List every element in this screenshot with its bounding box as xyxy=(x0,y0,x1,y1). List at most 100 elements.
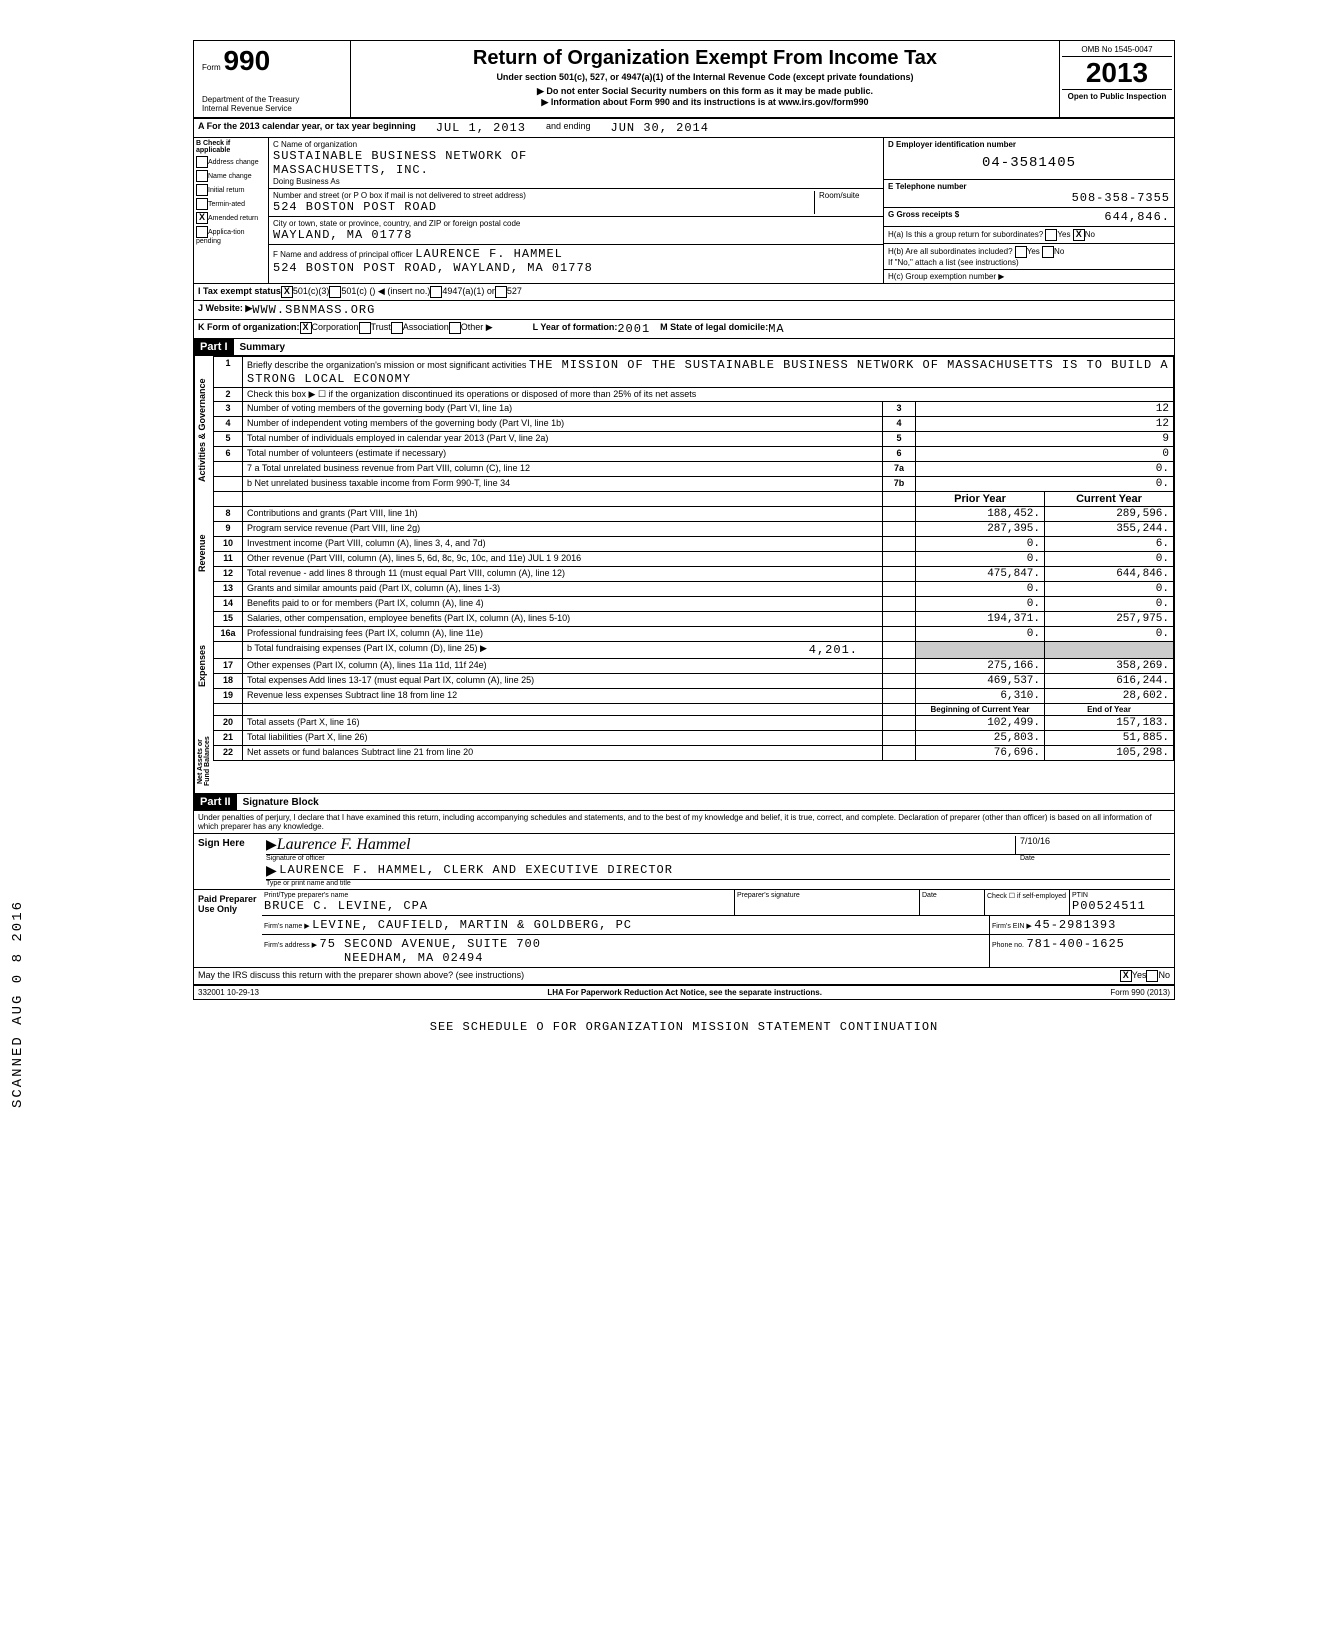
cb-501c3[interactable]: X xyxy=(281,286,293,298)
lha: LHA For Paperwork Reduction Act Notice, … xyxy=(547,988,822,997)
officer-addr: 524 BOSTON POST ROAD, WAYLAND, MA 01778 xyxy=(273,261,593,275)
period-mid: and ending xyxy=(546,121,591,135)
part1-label: Part I xyxy=(194,339,234,355)
summary-row: 12Total revenue - add lines 8 through 11… xyxy=(214,567,1174,582)
check-5[interactable] xyxy=(196,226,208,238)
l-year: 2001 xyxy=(617,322,650,336)
part2-label: Part II xyxy=(194,794,237,810)
cb-4947[interactable] xyxy=(430,286,442,298)
summary-row: 8Contributions and grants (Part VIII, li… xyxy=(214,507,1174,522)
check-1[interactable] xyxy=(196,170,208,182)
sig-date-label: Date xyxy=(1020,855,1170,862)
sig-date-val: 7/10/16 xyxy=(1015,836,1170,854)
c-label: C Name of organization xyxy=(273,140,879,149)
note1: ▶ Do not enter Social Security numbers o… xyxy=(355,86,1055,97)
sig-officer-label: Signature of officer xyxy=(266,855,1020,862)
form-number-block: Form 990 Department of the Treasury Inte… xyxy=(194,41,351,117)
cb-501c[interactable] xyxy=(329,286,341,298)
h-note: If "No," attach a list (see instructions… xyxy=(888,258,1170,267)
penalty: Under penalties of perjury, I declare th… xyxy=(194,811,1174,834)
cb-527[interactable] xyxy=(495,286,507,298)
summary-row: 18Total expenses Add lines 13-17 (must e… xyxy=(214,674,1174,689)
discuss-yes[interactable]: X xyxy=(1120,970,1132,982)
summary-row: 11Other revenue (Part VIII, column (A), … xyxy=(214,552,1174,567)
period-end: JUN 30, 2014 xyxy=(611,121,709,135)
hb-yes[interactable] xyxy=(1015,246,1027,258)
cb-other[interactable] xyxy=(449,322,461,334)
check-0[interactable] xyxy=(196,156,208,168)
firm-addr2: NEEDHAM, MA 02494 xyxy=(344,951,483,965)
j-label: J Website: ▶ xyxy=(198,303,252,317)
identity-block: B Check if applicable Address changeName… xyxy=(194,138,1174,284)
summary-block: Activities & Governance Revenue Expenses… xyxy=(194,356,1174,794)
summary-row: 13Grants and similar amounts paid (Part … xyxy=(214,582,1174,597)
firm-ein: 45-2981393 xyxy=(1034,918,1116,932)
firm-phone: 781-400-1625 xyxy=(1026,937,1124,951)
form-foot: Form 990 (2013) xyxy=(1110,988,1170,997)
summary-row: 15Salaries, other compensation, employee… xyxy=(214,612,1174,627)
m-label: M State of legal domicile: xyxy=(660,322,768,336)
firm: LEVINE, CAUFIELD, MARTIN & GOLDBERG, PC xyxy=(312,918,632,932)
discuss-label: May the IRS discuss this return with the… xyxy=(198,970,1120,982)
phone: 508-358-7355 xyxy=(888,191,1170,205)
signature: Laurence F. Hammel xyxy=(277,836,1015,854)
ha-label: H(a) Is this a group return for subordin… xyxy=(888,230,1043,239)
see-schedule: SEE SCHEDULE O FOR ORGANIZATION MISSION … xyxy=(194,1020,1174,1034)
hb-no[interactable] xyxy=(1042,246,1054,258)
check-col: B Check if applicable Address changeName… xyxy=(194,138,269,283)
cb-corp[interactable]: X xyxy=(300,322,312,334)
note2: ▶ Information about Form 990 and its ins… xyxy=(355,97,1055,108)
summary-row: 9Program service revenue (Part VIII, lin… xyxy=(214,522,1174,537)
city-label: City or town, state or province, country… xyxy=(273,219,879,228)
sign-here: Sign Here xyxy=(194,834,262,889)
discuss-no[interactable] xyxy=(1146,970,1158,982)
summary-row: 10Investment income (Part VIII, column (… xyxy=(214,537,1174,552)
year-block: OMB No 1545-0047 2013 Open to Public Ins… xyxy=(1059,41,1174,117)
ha-no[interactable]: X xyxy=(1073,229,1085,241)
period-label: A For the 2013 calendar year, or tax yea… xyxy=(198,121,416,135)
summary-row: b Total fundraising expenses (Part IX, c… xyxy=(214,642,1174,659)
vert-net: Net Assets or Fund Balances xyxy=(194,730,213,793)
form-org-row: K Form of organization: X Corporation Tr… xyxy=(194,320,1174,339)
scan-stamp: SCANNED AUG 0 8 2016 xyxy=(10,900,26,1108)
addr: 524 BOSTON POST ROAD xyxy=(273,200,814,214)
check-3[interactable] xyxy=(196,198,208,210)
firm-addr: 75 SECOND AVENUE, SUITE 700 xyxy=(320,937,541,951)
org-name: SUSTAINABLE BUSINESS NETWORK OF xyxy=(273,149,879,163)
summary-row: 14Benefits paid to or for members (Part … xyxy=(214,597,1174,612)
i-label: I Tax exempt status xyxy=(198,286,281,298)
summary-table: 1Briefly describe the organization's mis… xyxy=(213,356,1174,761)
footer: 332001 10-29-13 LHA For Paperwork Reduct… xyxy=(194,985,1174,999)
summary-row: 17Other expenses (Part IX, column (A), l… xyxy=(214,659,1174,674)
sig-name: LAURENCE F. HAMMEL, CLERK AND EXECUTIVE … xyxy=(279,863,673,877)
website-row: J Website: ▶ WWW.SBNMASS.ORG xyxy=(194,301,1174,320)
open-inspection: Open to Public Inspection xyxy=(1062,89,1172,103)
gross: 644,846. xyxy=(959,210,1170,224)
period-start: JUL 1, 2013 xyxy=(436,121,526,135)
m-state: MA xyxy=(768,322,784,336)
sign-here-row: Sign Here ▶ Laurence F. Hammel 7/10/16 S… xyxy=(194,834,1174,890)
e-label: E Telephone number xyxy=(888,182,1170,191)
form-number: 990 xyxy=(223,45,270,76)
asset-row: 20Total assets (Part X, line 16)102,499.… xyxy=(214,716,1174,731)
title-block: Return of Organization Exempt From Incom… xyxy=(351,41,1059,117)
part1-title: Summary xyxy=(234,342,286,353)
room-label: Room/suite xyxy=(814,191,879,214)
ha-yes[interactable] xyxy=(1045,229,1057,241)
part1-bar: Part I Summary xyxy=(194,339,1174,356)
cb-assoc[interactable] xyxy=(391,322,403,334)
hb-label: H(b) Are all subordinates included? xyxy=(888,247,1013,256)
check-4[interactable]: X xyxy=(196,212,208,224)
paid-label: Paid Preparer Use Only xyxy=(194,890,262,967)
subtitle: Under section 501(c), 527, or 4947(a)(1)… xyxy=(355,72,1055,82)
g-label: G Gross receipts $ xyxy=(888,210,959,224)
check-2[interactable] xyxy=(196,184,208,196)
l-label: L Year of formation: xyxy=(533,322,618,336)
dept: Department of the Treasury Internal Reve… xyxy=(202,95,342,113)
part2-title: Signature Block xyxy=(237,797,319,808)
dba-label: Doing Business As xyxy=(273,177,879,186)
vert-gov: Activities & Governance xyxy=(194,356,213,504)
b-label: B Check if applicable xyxy=(196,140,266,154)
k-label: K Form of organization: xyxy=(198,322,300,336)
cb-trust[interactable] xyxy=(359,322,371,334)
